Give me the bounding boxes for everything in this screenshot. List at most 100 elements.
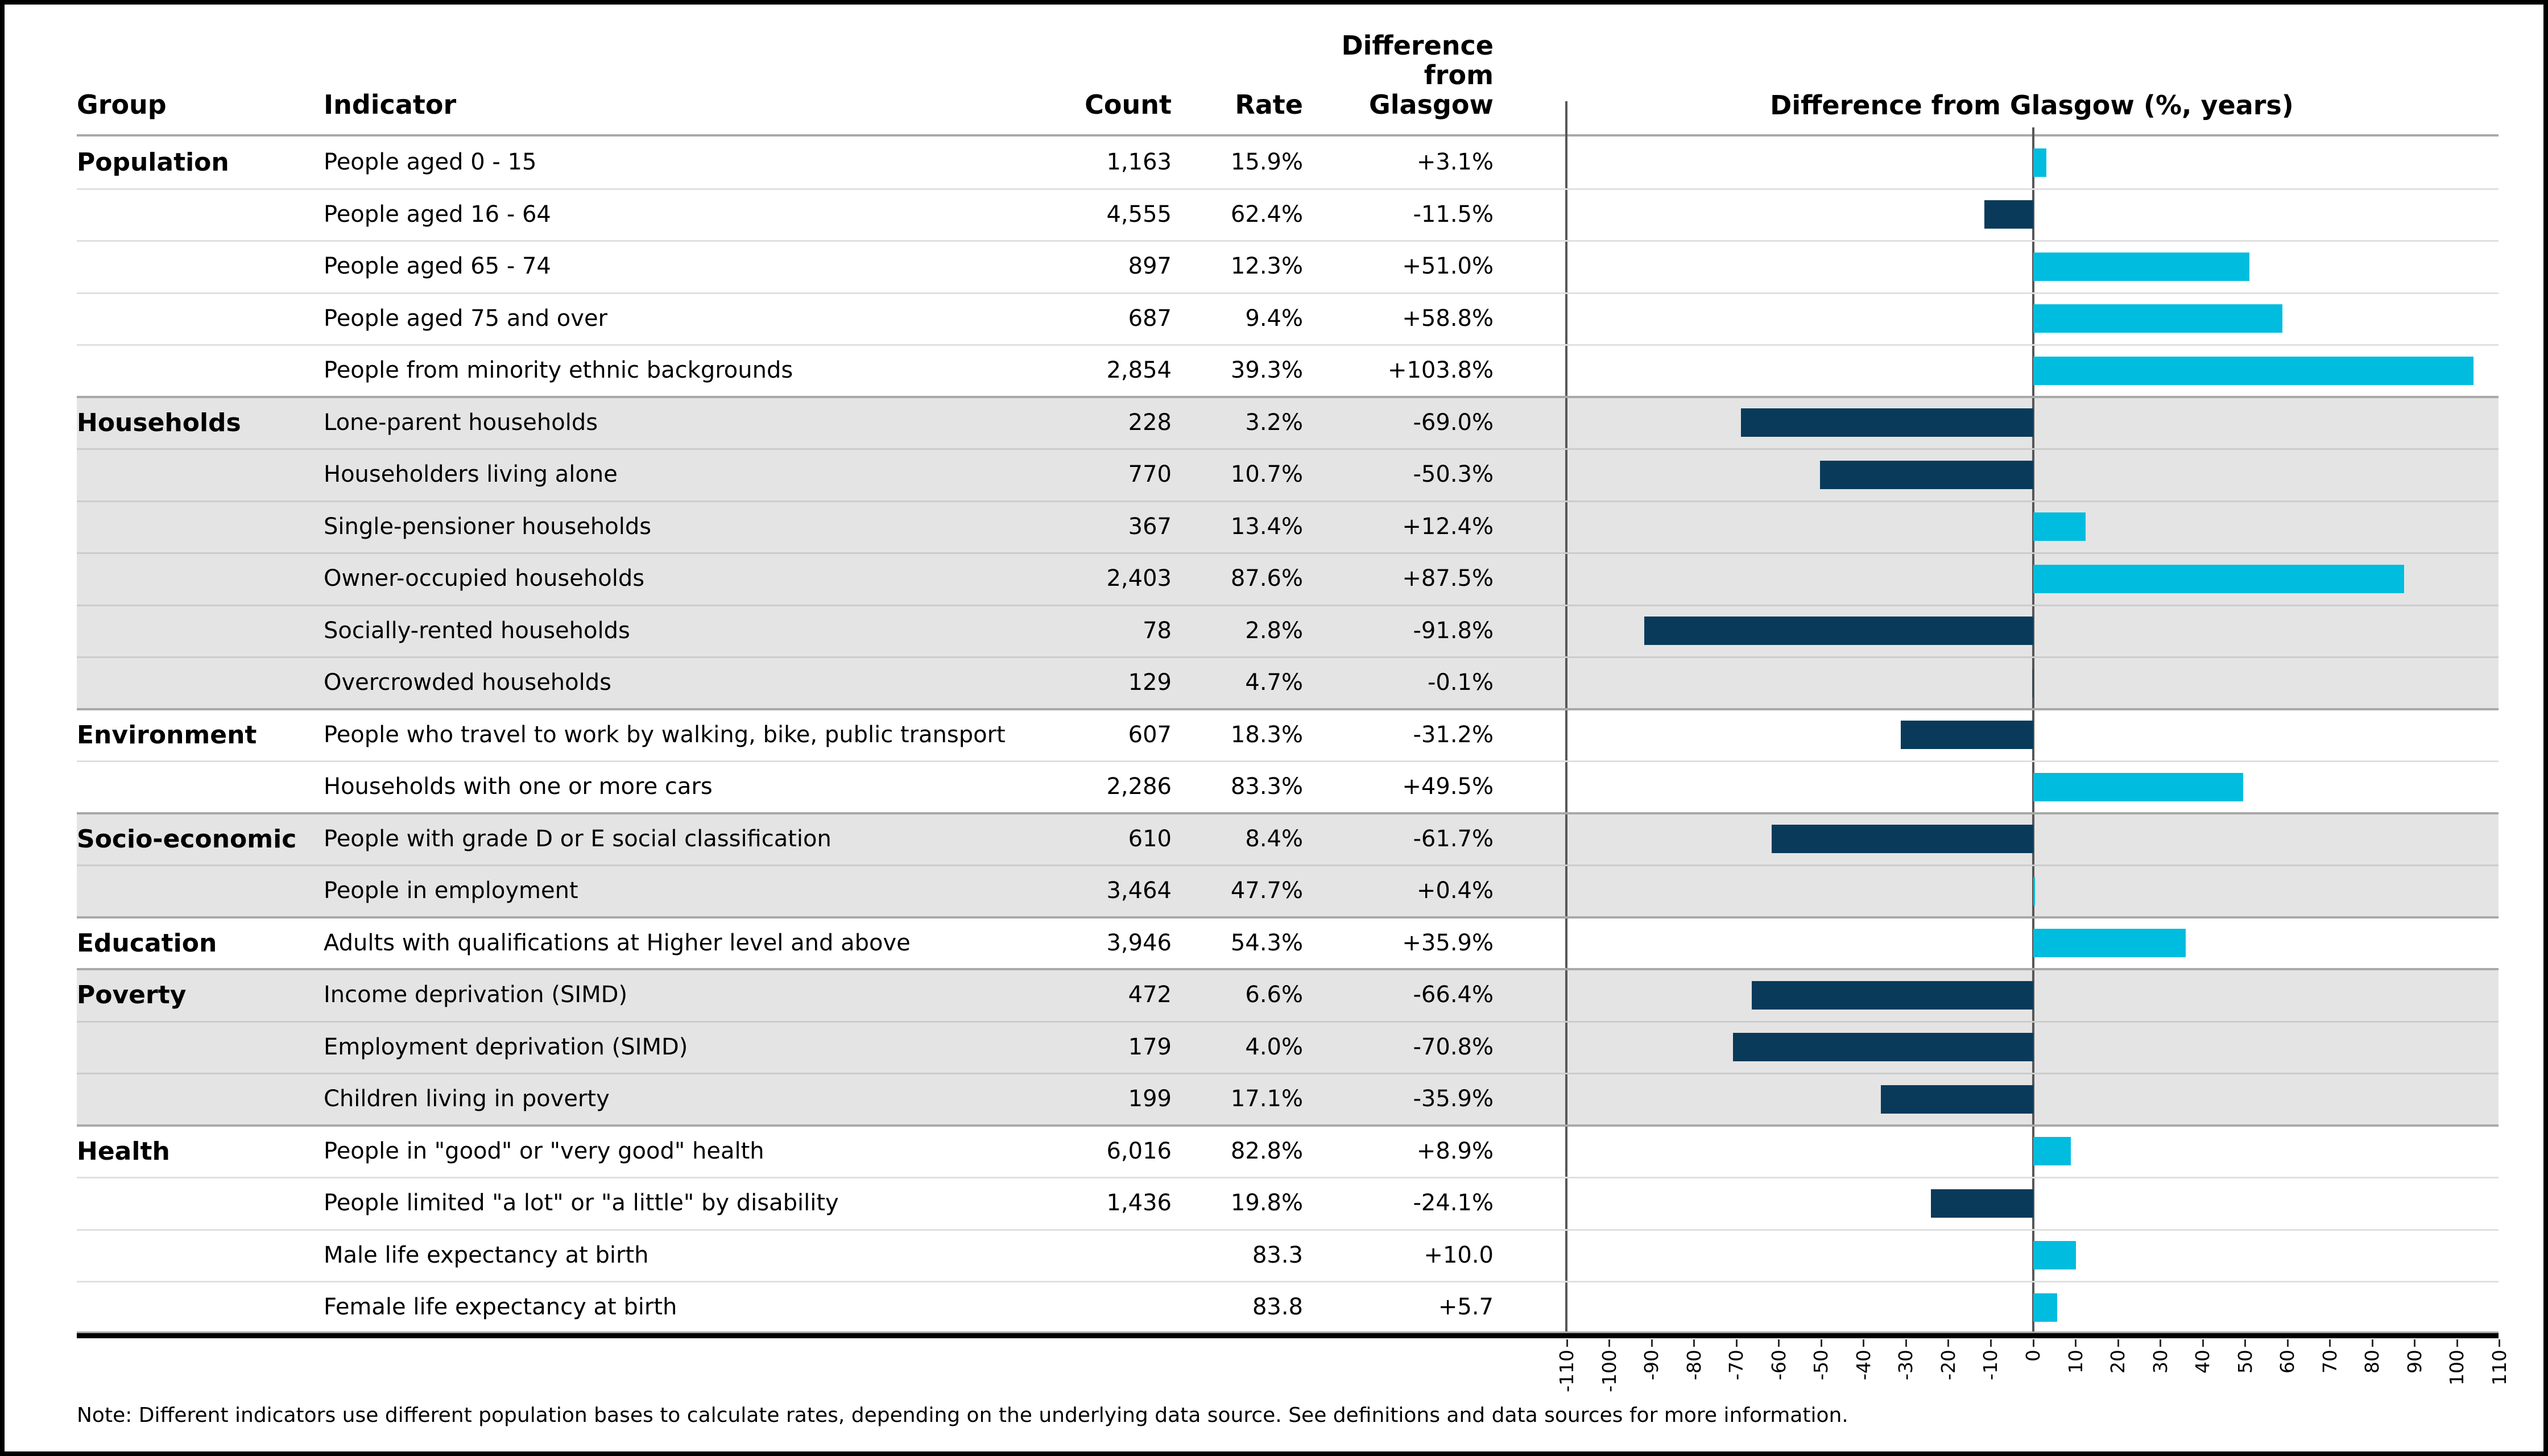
difference-cell: +35.9%	[1402, 929, 1494, 956]
row-separator	[77, 552, 2499, 554]
axis-tick	[2499, 1339, 2501, 1347]
row-separator	[77, 344, 2499, 346]
row-separator	[77, 240, 2499, 242]
row-separator	[77, 1177, 2499, 1178]
indicator-cell: People aged 75 and over	[324, 305, 608, 332]
group-label: Socio-economic	[77, 824, 297, 854]
group-separator	[77, 916, 2499, 919]
difference-cell: -11.5%	[1413, 201, 1494, 228]
row-separator	[77, 760, 2499, 762]
diff-bar	[2033, 356, 2473, 385]
diff-bar	[2033, 1241, 2076, 1270]
rate-cell: 39.3%	[1230, 357, 1303, 383]
rate-cell: 54.3%	[1230, 929, 1303, 956]
axis-tick	[2117, 1339, 2119, 1347]
column-header-indicator: Indicator	[324, 89, 457, 120]
axis-tick	[2032, 1339, 2034, 1347]
count-cell: 129	[1128, 669, 1172, 696]
indicator-cell: Socially-rented households	[324, 617, 630, 644]
axis-tick-label: 0	[2022, 1350, 2044, 1362]
rate-cell: 17.1%	[1230, 1086, 1303, 1112]
column-header-difference-line2: from	[1424, 60, 1494, 90]
axis-tick	[2456, 1339, 2458, 1347]
row-separator	[77, 500, 2499, 502]
diff-bar	[1772, 825, 2033, 854]
axis-tick	[1778, 1339, 1780, 1347]
diff-bar	[1644, 617, 2033, 646]
row-separator	[77, 292, 2499, 294]
column-header-count: Count	[1085, 89, 1172, 120]
chart-left-divider-line	[1565, 101, 1567, 1338]
difference-cell: -35.9%	[1413, 1086, 1494, 1112]
rate-cell: 9.4%	[1245, 305, 1303, 332]
axis-tick-label: -80	[1682, 1350, 1705, 1380]
axis-tick-label: -40	[1852, 1350, 1875, 1380]
table-bottom-black-rule	[77, 1333, 2499, 1338]
indicator-cell: People who travel to work by walking, bi…	[324, 721, 1006, 748]
difference-cell: +3.1%	[1416, 149, 1494, 175]
rate-cell: 6.6%	[1245, 982, 1303, 1008]
diff-bar	[2033, 252, 2250, 281]
count-cell: 607	[1128, 721, 1172, 748]
diff-bar	[1901, 721, 2033, 750]
row-separator	[77, 188, 2499, 190]
rate-cell: 83.8	[1252, 1294, 1303, 1320]
diff-bar	[2033, 512, 2086, 541]
group-label: Education	[77, 928, 217, 958]
diff-bar	[1984, 200, 2033, 229]
difference-cell: +8.9%	[1416, 1138, 1494, 1164]
axis-tick-label: 90	[2403, 1350, 2426, 1374]
diff-bar	[2033, 1137, 2071, 1166]
indicator-cell: Adults with qualifications at Higher lev…	[324, 929, 911, 956]
diff-bar	[2033, 929, 2186, 958]
rate-cell: 47.7%	[1230, 878, 1303, 904]
count-cell: 770	[1128, 461, 1172, 487]
column-header-group: Group	[77, 89, 167, 120]
indicator-cell: Income deprivation (SIMD)	[324, 982, 628, 1008]
axis-tick-label: -50	[1810, 1350, 1833, 1380]
axis-tick	[1608, 1339, 1611, 1347]
count-cell: 472	[1128, 982, 1172, 1008]
axis-tick-label: 60	[2276, 1350, 2299, 1374]
difference-cell: -0.1%	[1427, 669, 1494, 696]
difference-cell: -69.0%	[1413, 409, 1494, 436]
difference-cell: +103.8%	[1387, 357, 1494, 383]
diff-bar	[1820, 460, 2033, 489]
rate-cell: 83.3%	[1230, 774, 1303, 800]
difference-cell: -70.8%	[1413, 1033, 1494, 1060]
indicator-cell: Households with one or more cars	[324, 774, 713, 800]
row-separator	[77, 656, 2499, 658]
chart-title: Difference from Glasgow (%, years)	[1770, 90, 2294, 121]
axis-tick	[1820, 1339, 1822, 1347]
axis-tick	[1947, 1339, 1950, 1347]
difference-cell: -24.1%	[1413, 1190, 1494, 1216]
difference-cell: +5.7	[1438, 1294, 1494, 1320]
count-cell: 2,403	[1106, 565, 1172, 592]
indicator-cell: Householders living alone	[324, 461, 618, 487]
indicator-cell: Male life expectancy at birth	[324, 1242, 649, 1268]
diff-bar	[1733, 1033, 2033, 1062]
diff-bar	[1752, 981, 2033, 1010]
rate-cell: 15.9%	[1230, 149, 1303, 175]
difference-cell: +49.5%	[1402, 774, 1494, 800]
axis-tick	[1905, 1339, 1907, 1347]
indicator-cell: People in "good" or "very good" health	[324, 1138, 764, 1164]
axis-tick-label: -30	[1895, 1350, 1917, 1380]
group-stripe	[77, 969, 2499, 1126]
indicator-cell: People aged 0 - 15	[324, 149, 537, 175]
diff-bar	[2033, 876, 2035, 905]
difference-cell: +10.0	[1424, 1242, 1494, 1268]
difference-cell: -91.8%	[1413, 617, 1494, 644]
axis-tick-label: 100	[2446, 1350, 2468, 1385]
axis-tick	[1693, 1339, 1695, 1347]
diff-bar	[2033, 1293, 2058, 1322]
group-label: Poverty	[77, 981, 187, 1010]
group-separator	[77, 812, 2499, 814]
axis-tick-label: -70	[1725, 1350, 1748, 1380]
group-label: Health	[77, 1136, 170, 1166]
axis-tick-label: -90	[1640, 1350, 1663, 1380]
indicator-cell: People aged 16 - 64	[324, 201, 551, 228]
axis-tick-label: 50	[2233, 1350, 2256, 1374]
indicator-cell: Owner-occupied households	[324, 565, 645, 592]
